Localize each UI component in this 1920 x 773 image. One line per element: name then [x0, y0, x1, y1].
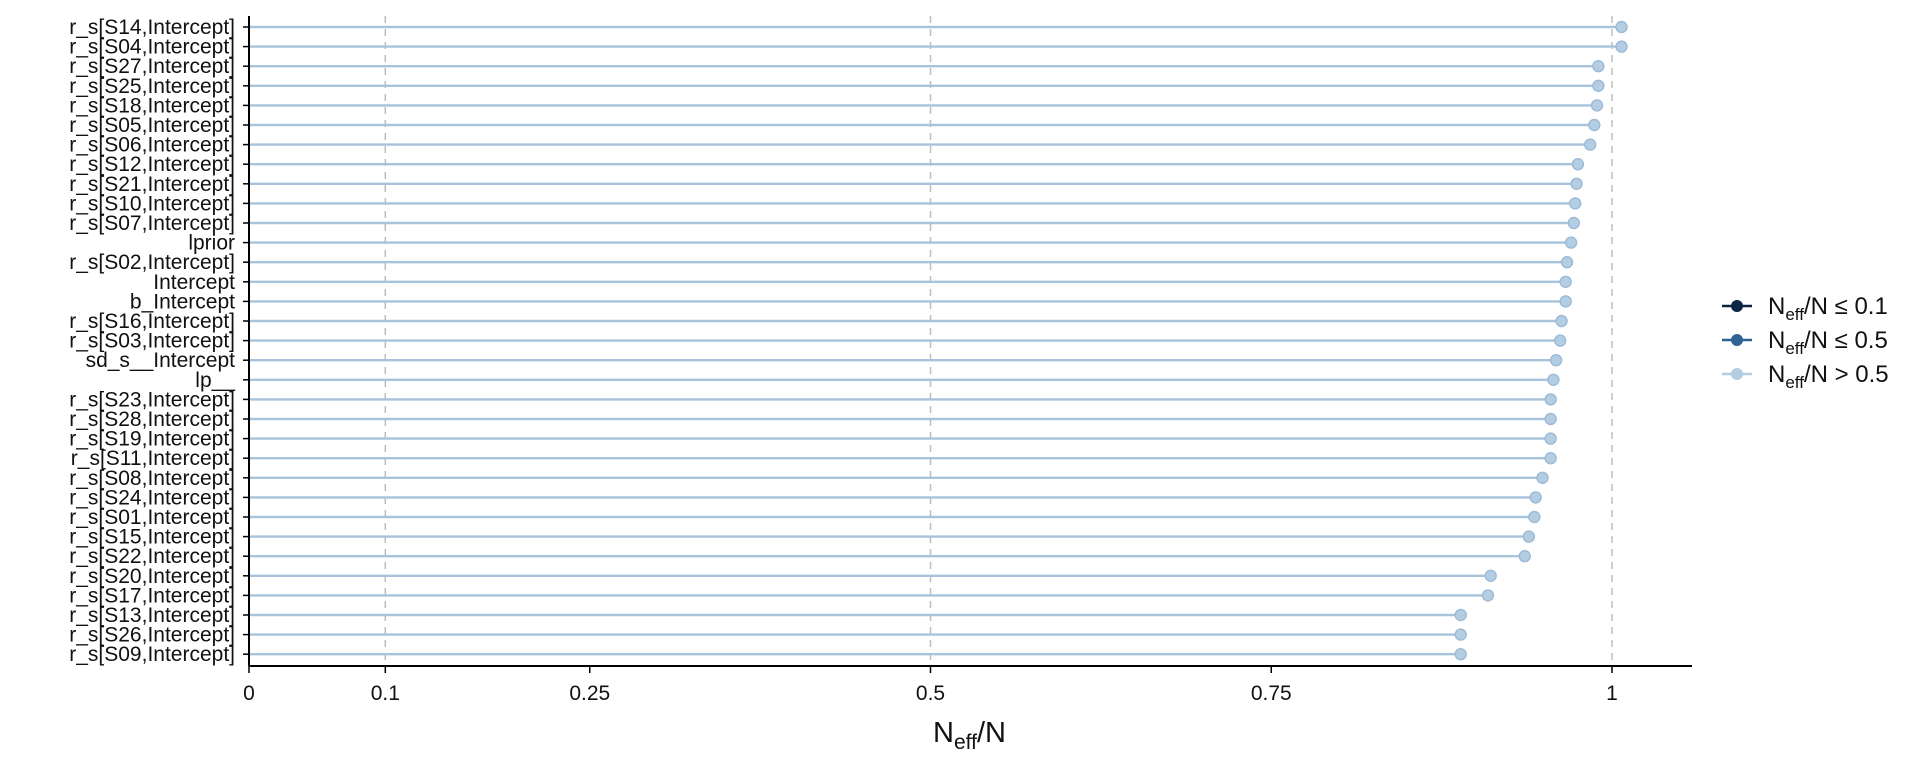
y-tick-label: r_s[S17,Intercept]	[69, 584, 235, 607]
y-tick-label: r_s[S25,Intercept]	[69, 75, 235, 98]
y-tick-label: r_s[S22,Intercept]	[69, 545, 235, 568]
y-tick-label: r_s[S11,Intercept]	[71, 447, 235, 470]
data-point	[1559, 295, 1572, 308]
x-tick-labels: 0 0.1 0.25 0.5 0.75 1	[243, 682, 1618, 705]
y-tick-label: lprior	[188, 232, 235, 255]
x-axis-label-sub: eff	[954, 731, 977, 754]
y-tick-label: r_s[S20,Intercept]	[69, 565, 235, 588]
data-point	[1559, 275, 1572, 288]
data-point	[1588, 118, 1601, 132]
legend-label: Neff/N > 0.5	[1768, 361, 1889, 392]
x-tick-label: 0.75	[1251, 682, 1292, 705]
axes	[243, 16, 1692, 673]
y-tick-labels: r_s[S14,Intercept]r_s[S04,Intercept]r_s[…	[69, 16, 235, 666]
y-tick-label: r_s[S07,Intercept]	[69, 212, 235, 235]
data-point	[1615, 20, 1628, 34]
data-point	[1567, 216, 1581, 230]
data-point	[1454, 608, 1467, 622]
y-tick-label: r_s[S19,Intercept]	[69, 428, 235, 451]
lollipop-stems	[249, 25, 1622, 656]
data-point	[1484, 569, 1497, 582]
data-point	[1454, 628, 1467, 641]
y-tick-label: r_s[S15,Intercept]	[69, 526, 235, 549]
y-tick-label: r_s[S21,Intercept]	[69, 173, 235, 196]
data-point	[1615, 40, 1628, 53]
data-point	[1528, 510, 1541, 524]
legend-key-point	[1731, 300, 1743, 312]
x-axis-label-tail: /N	[977, 717, 1006, 749]
y-tick-label: r_s[S09,Intercept]	[69, 643, 235, 666]
data-point	[1481, 589, 1495, 602]
data-point	[1529, 491, 1542, 504]
data-point	[1592, 59, 1605, 73]
x-tick-label: 0.25	[569, 682, 610, 705]
legend-label: Neff/N ≤ 0.5	[1768, 327, 1888, 358]
y-tick-label: r_s[S18,Intercept]	[69, 94, 235, 117]
data-point	[1554, 334, 1567, 347]
y-tick-label: r_s[S26,Intercept]	[69, 624, 235, 647]
y-tick-label: r_s[S10,Intercept]	[69, 192, 235, 215]
data-point	[1549, 354, 1563, 367]
y-tick-label: r_s[S23,Intercept]	[69, 388, 235, 411]
y-tick-label: r_s[S06,Intercept]	[69, 134, 235, 157]
x-axis-label-main: N	[933, 717, 954, 749]
data-point	[1560, 256, 1574, 269]
y-tick-label: r_s[S05,Intercept]	[69, 114, 235, 137]
y-tick-label: r_s[S16,Intercept]	[69, 310, 235, 333]
y-tick-label: lp__	[195, 369, 235, 392]
data-point	[1536, 471, 1549, 484]
data-point	[1544, 452, 1557, 465]
y-tick-label: sd_s__Intercept	[86, 349, 236, 372]
x-tick-label: 0.1	[371, 682, 400, 705]
x-axis-label: Neff/N	[933, 717, 1006, 754]
data-point	[1454, 648, 1467, 661]
data-point	[1570, 177, 1583, 191]
y-tick-label: Intercept	[153, 271, 235, 294]
y-tick-label: r_s[S13,Intercept]	[69, 604, 235, 627]
data-point	[1583, 138, 1597, 151]
legend-label: Neff/N ≤ 0.1	[1768, 293, 1888, 324]
legend-key-point	[1731, 334, 1743, 346]
data-point	[1544, 432, 1557, 445]
x-tick-label: 0	[243, 682, 255, 705]
data-point	[1564, 236, 1578, 249]
data-point	[1544, 412, 1557, 426]
y-tick-label: r_s[S04,Intercept]	[69, 36, 235, 59]
data-point	[1555, 314, 1568, 328]
y-tick-label: r_s[S03,Intercept]	[69, 330, 235, 353]
y-tick-label: r_s[S24,Intercept]	[69, 486, 235, 509]
y-tick-label: r_s[S27,Intercept]	[69, 55, 235, 78]
x-tick-label: 1	[1606, 682, 1618, 705]
y-tick-label: r_s[S01,Intercept]	[69, 506, 235, 529]
y-tick-label: b_Intercept	[130, 290, 235, 313]
legend-key-point	[1731, 368, 1743, 380]
x-tick-label: 0.5	[916, 682, 945, 705]
y-tick-label: r_s[S14,Intercept]	[69, 16, 235, 39]
lollipop-points	[1454, 20, 1628, 661]
data-point	[1522, 530, 1536, 543]
y-tick-label: r_s[S28,Intercept]	[69, 408, 235, 431]
data-point	[1518, 550, 1531, 563]
y-tick-label: r_s[S02,Intercept]	[69, 251, 235, 274]
data-point	[1592, 79, 1605, 93]
data-point	[1568, 197, 1582, 210]
y-tick-label: r_s[S08,Intercept]	[69, 467, 235, 490]
y-tick-label: r_s[S12,Intercept]	[69, 153, 235, 176]
data-point	[1571, 157, 1585, 171]
data-point	[1547, 373, 1560, 386]
data-point	[1590, 99, 1604, 112]
data-point	[1544, 393, 1557, 406]
